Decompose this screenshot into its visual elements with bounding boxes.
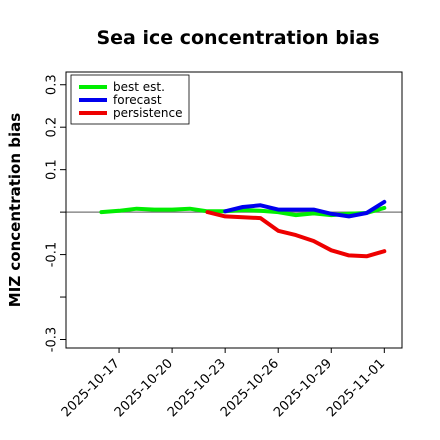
plot-frame [65, 71, 403, 349]
y-tick-label: 0.3 [45, 74, 60, 95]
y-tick-label: 0.2 [45, 117, 60, 138]
series-line-forecast [223, 199, 387, 219]
legend-label: persistence [113, 106, 182, 120]
y-axis-label: MIZ concentration bias [6, 113, 24, 307]
y-tick-label: -0.3 [45, 327, 60, 352]
chart-title: Sea ice concentration bias [96, 27, 379, 49]
legend-label: forecast [113, 93, 162, 107]
series-lines [99, 199, 387, 259]
legend-label: best est. [113, 80, 165, 94]
y-tick-label: 0.1 [45, 159, 60, 180]
y-tick-label: -0.1 [45, 242, 60, 267]
legend-box [70, 74, 190, 125]
series-line-persistence [205, 210, 387, 259]
